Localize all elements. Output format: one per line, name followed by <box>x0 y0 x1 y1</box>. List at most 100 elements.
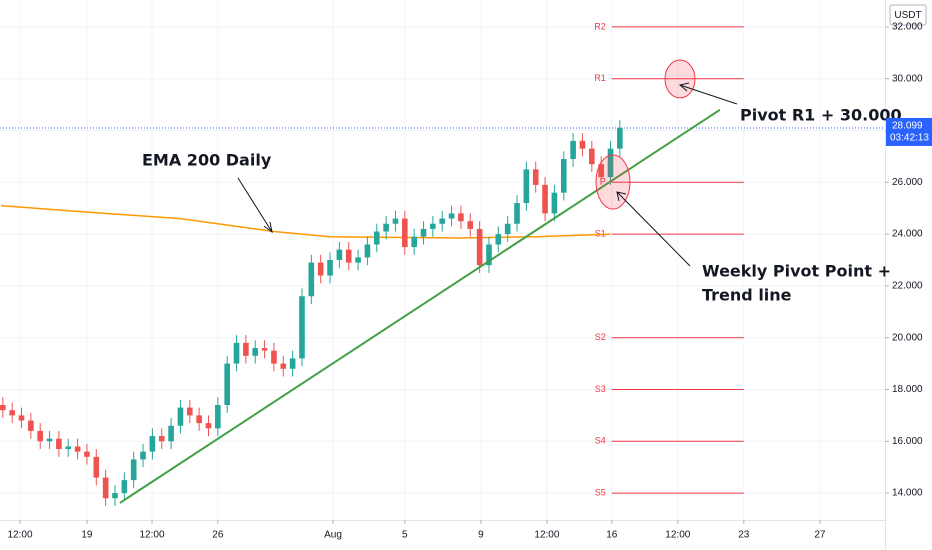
candle-body <box>523 169 530 204</box>
candle-body <box>205 423 212 429</box>
pivot-label: S5 <box>595 487 606 497</box>
pivot-label: S2 <box>595 332 606 342</box>
candle-body <box>392 218 399 224</box>
candle-body <box>504 223 511 235</box>
arrow-head <box>616 191 627 202</box>
x-tick-label: 23 <box>738 530 750 541</box>
y-tick-label: 22.000 <box>892 281 923 292</box>
candle-body <box>476 228 483 266</box>
candle-body <box>542 184 548 214</box>
candle-body <box>420 228 427 237</box>
annotation: Trend line <box>702 286 792 305</box>
x-tick-label: 27 <box>814 530 826 541</box>
candle-body <box>383 223 389 232</box>
candle-body <box>186 407 193 416</box>
candle-body <box>327 260 333 276</box>
candle-body <box>158 436 165 442</box>
r1-circle <box>664 59 696 99</box>
candle-body <box>579 140 586 149</box>
candle-body <box>9 410 15 416</box>
candle-body <box>252 348 259 356</box>
y-tick-label: 26.000 <box>892 177 923 188</box>
candle-body <box>280 363 287 369</box>
candle-body <box>93 456 100 478</box>
candle-body <box>317 262 324 276</box>
annotation: Pivot R1 + 30.000 <box>740 106 902 125</box>
y-tick-label: 18.000 <box>892 384 923 395</box>
candle-body <box>458 213 464 222</box>
candle-body <box>560 159 567 193</box>
candle-body <box>74 446 81 452</box>
candle-body <box>130 459 137 481</box>
x-tick-label: 12:00 <box>534 530 559 541</box>
y-tick-label: 16.000 <box>892 436 923 447</box>
arrow <box>237 177 273 233</box>
y-tick-label: 14.000 <box>892 488 923 499</box>
y-tick-label: 24.000 <box>892 229 923 240</box>
candle-body <box>430 223 436 229</box>
candle-body <box>402 218 408 248</box>
annotation: Weekly Pivot Point + <box>702 262 891 281</box>
candle-body <box>65 446 72 450</box>
candle-body <box>617 127 623 149</box>
y-tick-label: 32.000 <box>892 22 923 33</box>
pivot-label: S4 <box>595 436 606 446</box>
x-tick-label: 9 <box>478 530 484 541</box>
candle-body <box>46 438 53 442</box>
candle-body <box>439 218 446 224</box>
arrow <box>679 84 738 105</box>
x-tick-label: 19 <box>81 530 93 541</box>
candle-body <box>448 213 455 219</box>
candle-body <box>299 296 305 359</box>
candle-body <box>215 405 221 429</box>
pivot-label: S3 <box>595 384 606 394</box>
candle-body <box>112 493 118 499</box>
pivot-label: R1 <box>594 73 606 83</box>
candle-body <box>345 249 352 263</box>
plot: R2 R1 P S1 S2 S3 S4 S5 <box>0 0 889 524</box>
candle-body <box>102 477 109 499</box>
candle-body <box>551 192 558 214</box>
candle-body <box>168 425 174 442</box>
candle-body <box>336 249 343 260</box>
ema-line <box>0 204 611 239</box>
candle-body <box>289 358 296 369</box>
candle-body <box>308 262 315 297</box>
last-price-label: 28.099 <box>892 121 923 132</box>
x-tick-label: 26 <box>212 530 224 541</box>
candle-body <box>0 405 6 411</box>
y-tick-label: 20.000 <box>892 332 923 343</box>
candle-body <box>196 415 202 424</box>
y-tick-label: 30.000 <box>892 73 923 84</box>
currency-box[interactable] <box>889 4 927 26</box>
candle-body <box>373 231 380 245</box>
candle-body <box>495 234 502 245</box>
candle-body <box>532 169 539 185</box>
candle-body <box>149 436 156 452</box>
x-tick-label: 12:00 <box>665 530 690 541</box>
x-tick-label: 5 <box>402 530 408 541</box>
candle-body <box>177 407 184 426</box>
x-tick-label: 12:00 <box>7 530 32 541</box>
candle-body <box>224 363 230 406</box>
candle-body <box>411 236 417 248</box>
candle-body <box>607 148 614 178</box>
pivot-label: R2 <box>594 21 606 31</box>
pivot-label: S1 <box>595 228 606 238</box>
pivot-label: P <box>600 177 606 187</box>
candle-body <box>486 244 492 266</box>
countdown-label: 03:42:13 <box>890 133 929 144</box>
candle-body <box>271 350 277 364</box>
candle-body <box>589 148 595 165</box>
last-price-badge <box>886 117 932 146</box>
trend-line <box>119 108 721 504</box>
candle-body <box>37 430 44 442</box>
candle-body <box>355 257 361 263</box>
arrow-head <box>263 221 273 234</box>
x-tick-label: 12:00 <box>140 530 165 541</box>
arrow <box>616 191 691 267</box>
candle-body <box>233 342 240 364</box>
candle-body <box>598 164 604 178</box>
candle-body <box>18 415 25 421</box>
